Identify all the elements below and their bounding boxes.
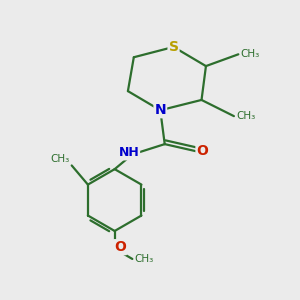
- Text: CH₃: CH₃: [50, 154, 69, 164]
- Text: O: O: [196, 145, 208, 158]
- Text: CH₃: CH₃: [135, 254, 154, 264]
- Text: CH₃: CH₃: [241, 49, 260, 59]
- Text: CH₃: CH₃: [236, 111, 256, 121]
- Text: O: O: [114, 240, 126, 254]
- Text: N: N: [154, 103, 166, 117]
- Text: S: S: [169, 40, 178, 54]
- Text: NH: NH: [118, 146, 139, 159]
